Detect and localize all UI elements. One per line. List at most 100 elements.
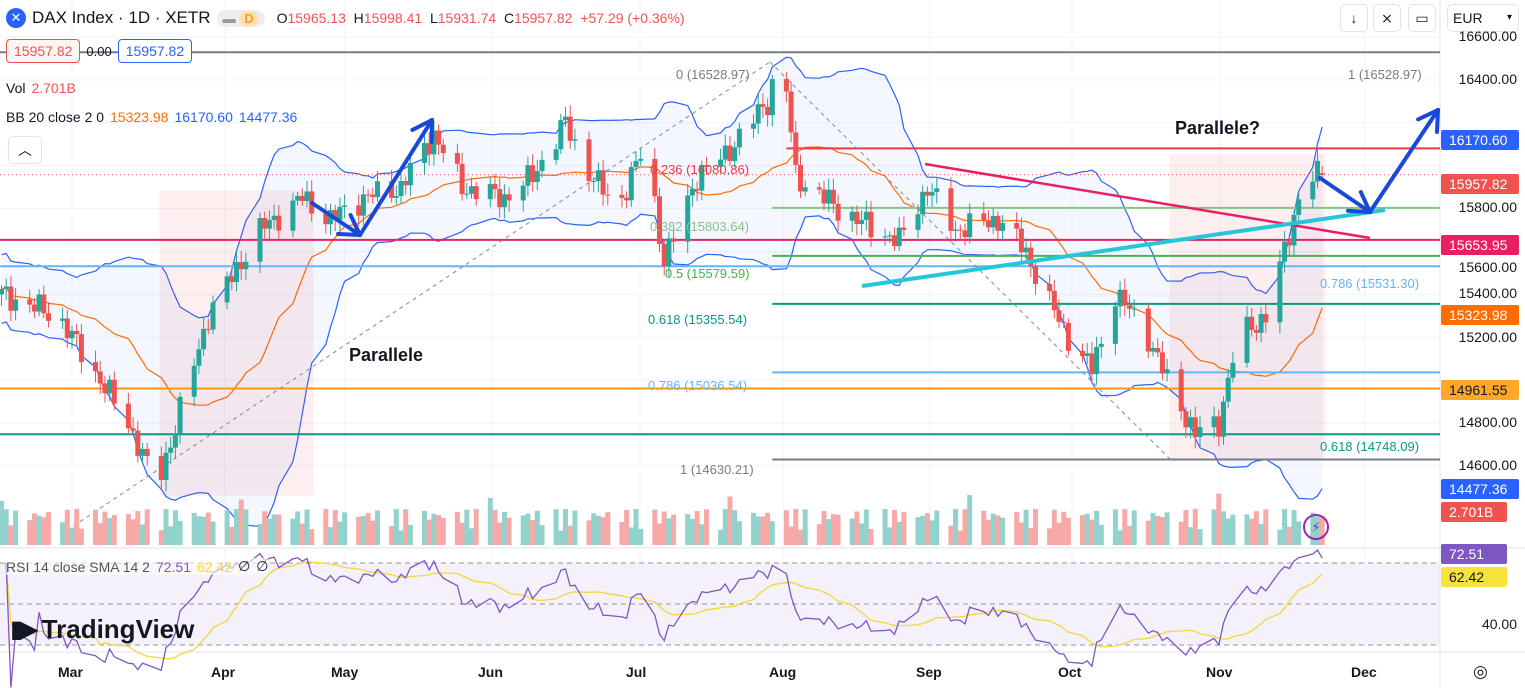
candle-body bbox=[1098, 343, 1104, 347]
volume-bar bbox=[431, 513, 437, 545]
maximize-pane-button[interactable]: ▭ bbox=[1408, 4, 1436, 32]
candle-body bbox=[887, 235, 893, 237]
candle-body bbox=[262, 218, 268, 229]
volume-bar bbox=[1291, 510, 1297, 545]
bb-legend[interactable]: BB 20 close 2 0 15323.98 16170.60 14477.36 bbox=[6, 109, 298, 125]
candle-body bbox=[525, 165, 531, 186]
candle-body bbox=[375, 181, 380, 198]
volume-bar bbox=[290, 518, 296, 545]
candle-body bbox=[586, 139, 592, 182]
volume-bar bbox=[1131, 510, 1137, 545]
volume-bar bbox=[172, 510, 178, 545]
candle-body bbox=[788, 91, 794, 133]
candle-body bbox=[243, 261, 249, 270]
candle-body bbox=[666, 238, 672, 267]
candle-body bbox=[234, 262, 239, 283]
volume-bar bbox=[191, 512, 197, 545]
volume-bar bbox=[530, 519, 536, 545]
candle-body bbox=[1080, 350, 1085, 356]
volume-bar bbox=[177, 520, 183, 545]
volume-bar bbox=[868, 528, 874, 545]
volume-bar bbox=[69, 527, 75, 545]
tradingview-logo-icon: ▮▶ bbox=[10, 616, 39, 643]
volume-bar bbox=[389, 525, 395, 545]
candle-body bbox=[459, 163, 465, 195]
candle-body bbox=[97, 371, 103, 384]
candle-body bbox=[1159, 352, 1165, 374]
currency-select[interactable]: EUR ▾ bbox=[1447, 4, 1519, 32]
candle-body bbox=[835, 203, 841, 221]
volume-bar bbox=[990, 513, 996, 545]
volume-bar bbox=[591, 513, 597, 545]
volume-bar bbox=[93, 509, 98, 545]
volume-bar bbox=[1277, 529, 1283, 545]
candle-body bbox=[8, 286, 14, 311]
volume-bar bbox=[699, 524, 705, 545]
candle-body bbox=[1028, 247, 1034, 266]
collapse-icon: ⨯ bbox=[1381, 10, 1393, 26]
volume-bar bbox=[360, 516, 366, 545]
symbol-legend: ✕ DAX Index · 1D · XETR ▬ D O15965.13 H1… bbox=[6, 8, 685, 28]
candle-body bbox=[177, 396, 183, 434]
settings-eye-icon[interactable]: ◎ bbox=[1473, 662, 1488, 681]
volume-bar bbox=[657, 523, 662, 545]
volume-bar bbox=[1192, 509, 1198, 545]
chevron-down-icon: ▾ bbox=[1506, 12, 1512, 23]
volume-bar bbox=[1244, 514, 1250, 545]
volume-bar bbox=[605, 512, 611, 545]
volume-bar bbox=[238, 499, 244, 545]
rsi-legend[interactable]: RSI 14 close SMA 14 2 72.51 62.42 ∅ ∅ bbox=[6, 558, 269, 575]
candle-body bbox=[892, 235, 897, 247]
symbol-logo-icon: ✕ bbox=[6, 8, 26, 28]
fib-label: 0.786 (15036.54) bbox=[648, 378, 748, 393]
lightning-alert-icon[interactable]: ⚡ bbox=[1303, 514, 1329, 540]
candle-body bbox=[135, 430, 141, 456]
candle-body bbox=[1117, 289, 1123, 307]
price-badge: 62.42 bbox=[1441, 567, 1507, 587]
scroll-to-latest-button[interactable]: ↓ bbox=[1340, 4, 1368, 32]
arrow-head bbox=[1358, 190, 1372, 214]
volume-bar bbox=[802, 509, 808, 545]
candle-body bbox=[69, 330, 75, 339]
price-badge: 14961.55 bbox=[1441, 380, 1519, 400]
volume-bar bbox=[78, 528, 84, 545]
candle-body bbox=[1000, 223, 1006, 231]
volume-bar bbox=[27, 520, 33, 545]
candle-body bbox=[332, 210, 338, 220]
volume-bar bbox=[135, 510, 141, 545]
price-tick-label: 15400.00 bbox=[1458, 285, 1517, 301]
candle-body bbox=[41, 294, 47, 314]
volume-bar bbox=[454, 511, 460, 545]
candle-body bbox=[13, 299, 19, 311]
volume-bar bbox=[929, 520, 935, 545]
candle-body bbox=[699, 165, 705, 191]
candle-body bbox=[1065, 323, 1071, 351]
candle-body bbox=[624, 197, 630, 201]
volume-bar bbox=[1117, 530, 1123, 545]
candle-body bbox=[163, 452, 169, 480]
candle-body bbox=[1150, 347, 1156, 352]
collapse-legend-button[interactable]: ︿ bbox=[8, 136, 42, 164]
drawn-arrow bbox=[1368, 108, 1440, 214]
candle-body bbox=[1051, 290, 1057, 311]
volume-bar bbox=[506, 517, 512, 545]
candle-body bbox=[830, 189, 836, 204]
sell-button[interactable]: 15957.82 bbox=[6, 39, 81, 63]
collapse-panes-button[interactable]: ⨯ bbox=[1373, 4, 1401, 32]
buy-button[interactable]: 15957.82 bbox=[117, 39, 193, 63]
volume-bar bbox=[3, 509, 9, 545]
volume-legend[interactable]: Vol 2.701B bbox=[6, 80, 76, 96]
candle-body bbox=[422, 143, 427, 163]
price-badge: 72.51 bbox=[1441, 544, 1507, 564]
candle-body bbox=[1230, 362, 1236, 378]
volume-bar bbox=[492, 509, 498, 545]
candle-body bbox=[295, 195, 301, 201]
symbol-title[interactable]: DAX Index · 1D · XETR bbox=[32, 8, 211, 27]
candle-body bbox=[826, 189, 832, 204]
volume-bar bbox=[722, 509, 728, 545]
volume-bar bbox=[210, 521, 216, 545]
candle-body bbox=[201, 328, 207, 350]
volume-bar bbox=[849, 518, 855, 545]
volume-bar bbox=[102, 511, 108, 545]
